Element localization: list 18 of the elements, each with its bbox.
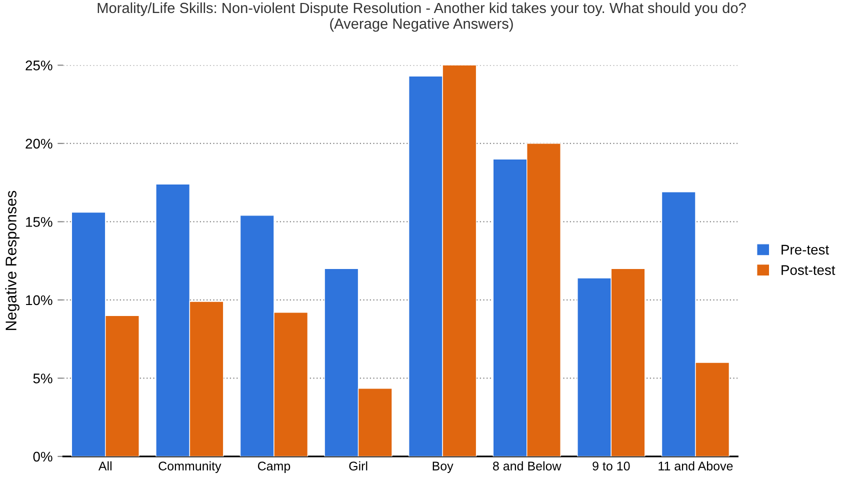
x-tick-label: Boy [432,462,454,473]
y-tick-label: 10% [26,295,52,306]
y-tick-label: 5% [33,374,52,384]
x-tick-label: Girl [349,461,368,470]
x-tick-label: All [98,461,112,470]
x-tick-label: Community [158,461,222,473]
x-tick-label: 8 and Below [493,461,562,470]
y-axis-title: Negative Responses [5,190,20,330]
y-tick-label: 15% [26,217,52,227]
y-tick-label: 0% [33,452,52,462]
x-tick-label: 9 to 10 [592,462,630,470]
x-tick-label: 11 and Above [658,461,733,470]
x-tick-label: Camp [258,462,290,473]
legend-label: Post-test [782,265,836,275]
y-tick-label: 20% [26,138,52,149]
legend-label: Pre-test [782,244,830,255]
y-tick-label: 25% [26,60,52,70]
chart-title: Morality/Life Skills: Non-violent Dispute Resolution - Another kid takes your toy. What should you do? (Average Negative Answers) [98,2,746,32]
